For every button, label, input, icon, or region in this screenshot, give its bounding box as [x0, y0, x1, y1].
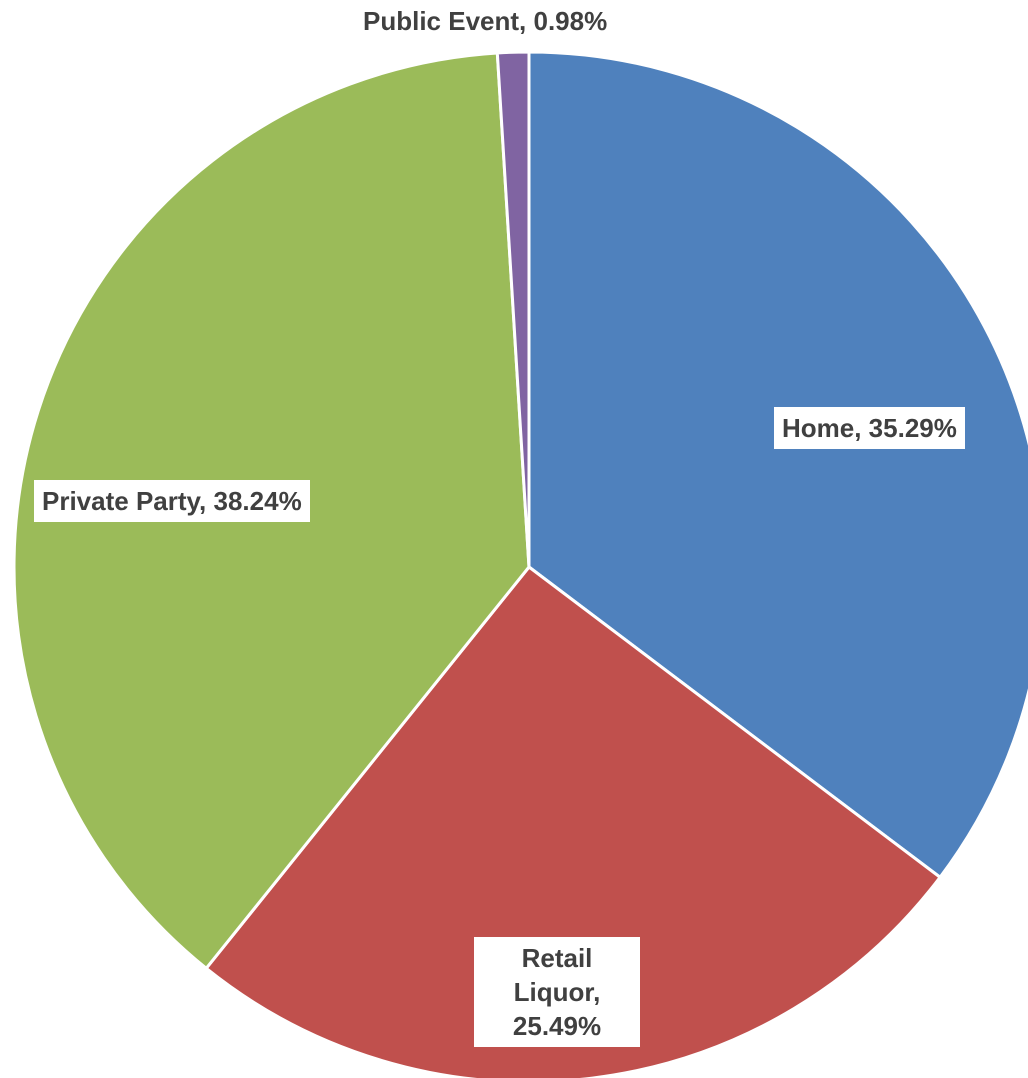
- pie-slice-retail-liquor: [204, 565, 942, 1078]
- data-label-public-event: Public Event, 0.98%: [363, 6, 608, 36]
- pie-slices: [12, 50, 1028, 1078]
- pie-slice-public-event: [495, 50, 531, 569]
- pie-slice-home: [527, 50, 1028, 879]
- data-label-private-party: Private Party, 38.24%: [34, 480, 310, 522]
- data-label-retail-liquor: Retail Liquor, 25.49%: [474, 937, 640, 1047]
- data-label-home: Home, 35.29%: [774, 407, 965, 449]
